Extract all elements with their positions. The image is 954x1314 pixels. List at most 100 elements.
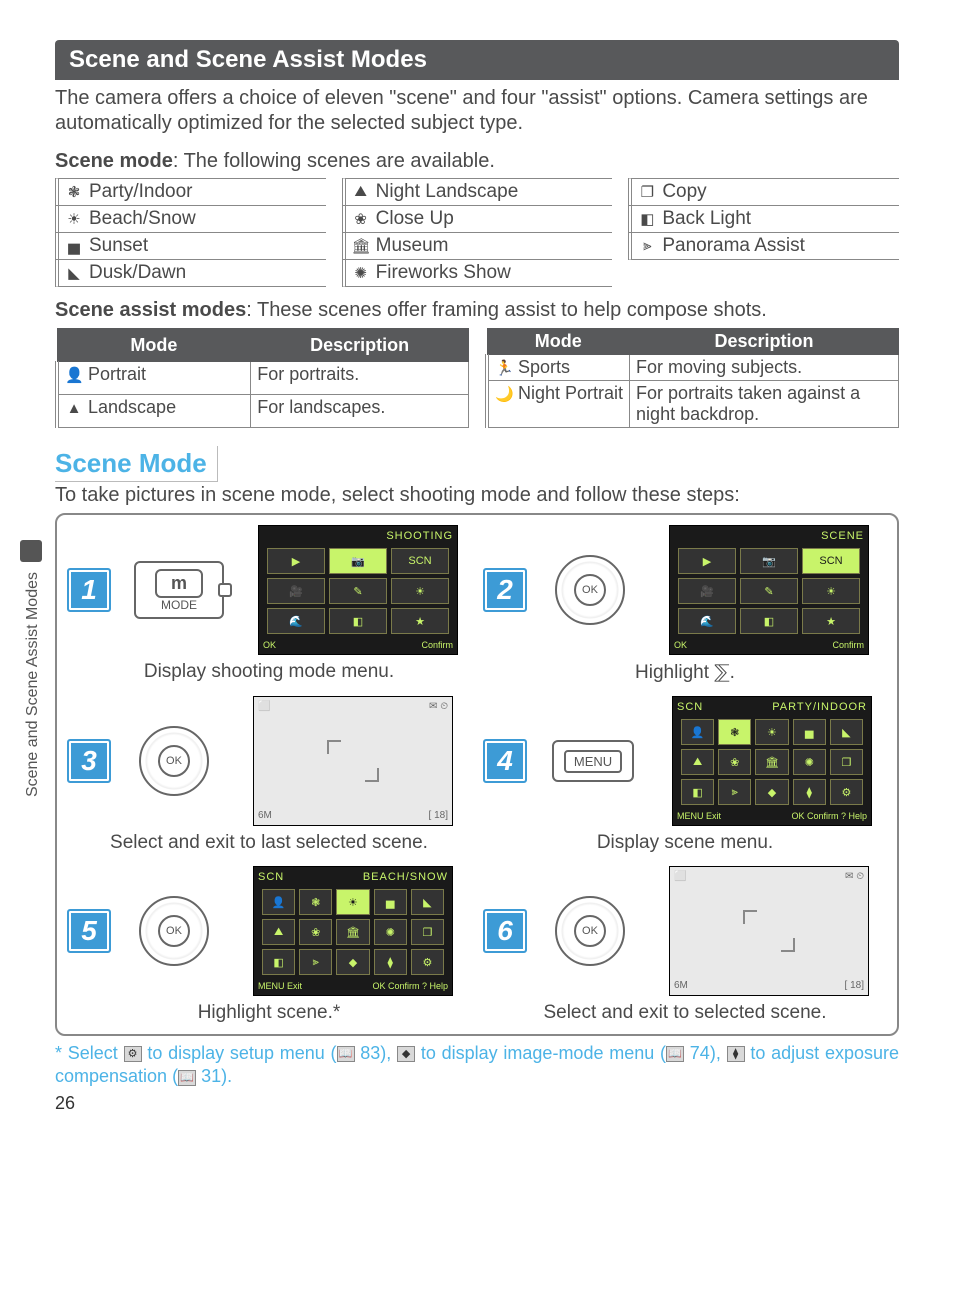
screen-mode-icon: ◧ [329, 608, 387, 634]
scene-icon: ⛰ [352, 183, 370, 201]
scene-icon: ◣ [65, 264, 83, 282]
scene-cell: ▅Sunset [55, 232, 326, 260]
screen-foot-left: 6M [258, 810, 272, 821]
ok-dial-illustration: OK [555, 896, 625, 966]
camera-screen: SCENE ▶📷SCN🎥✎☀🌊◧★ OKConfirm [669, 525, 869, 655]
camera-screen: SCNBEACH/SNOW 👤❃☀▅◣⛰❀🏛✺❐◧⫸◆⧫⚙ MENU ExitO… [253, 866, 453, 996]
step-caption: Display shooting mode menu. [144, 661, 394, 683]
th-desc: Description [251, 329, 469, 362]
screen-scene-icon: ◆ [336, 949, 369, 975]
screen-title: SHOOTING [263, 530, 453, 542]
scene-label: Sunset [89, 235, 148, 257]
screen-scene-icon: ⫸ [718, 779, 751, 805]
screen-scene-icon: 👤 [262, 889, 295, 915]
assist-tables: ModeDescription 👤 PortraitFor portraits.… [55, 328, 899, 428]
screen-scene-icon: ❀ [299, 919, 332, 945]
scene-label: Museum [376, 235, 449, 257]
screen-foot-left: MENU Exit [677, 811, 721, 821]
screen-title: SCENE [674, 530, 864, 542]
page-ref-icon: 📖 [666, 1046, 684, 1062]
table-row: ▲ LandscapeFor landscapes. [57, 395, 469, 428]
screen-scene-icon: ❀ [718, 749, 751, 775]
step: 3 OK ⬜✉ ⏲ 6M[ 18] Select and exit to las… [67, 696, 471, 854]
step-number: 1 [67, 568, 111, 612]
fnp1: 83), [355, 1043, 398, 1063]
screen-scene-icon: ⛰ [262, 919, 295, 945]
step-number: 6 [483, 909, 527, 953]
side-tab-icon [20, 540, 42, 562]
desc-cell: For landscapes. [251, 395, 469, 428]
screen-scene-icon: ⧫ [793, 779, 826, 805]
image-mode-icon: ◆ [397, 1046, 415, 1062]
fnp3: 31). [196, 1066, 232, 1086]
screen-mode-icon: ✎ [329, 578, 387, 604]
mode-icon: 🏃 [495, 359, 513, 377]
screen-mode-icon: SCN [391, 548, 449, 574]
scene-icon: ❃ [65, 183, 83, 201]
screen-title: PARTY/INDOOR [772, 701, 867, 713]
screen-scene-icon: ⛰ [681, 749, 714, 775]
scene-cell: ❐ Copy [628, 178, 899, 206]
screen-scene-icon: ◧ [681, 779, 714, 805]
scene-cell: ❀ Close Up [342, 205, 613, 233]
step-caption: Highlight ⅀. [635, 661, 735, 684]
screen-scene-icon: ▅ [374, 889, 407, 915]
mode-button-illustration: m MODE [134, 561, 224, 619]
scene-mode-table: ❃Party/Indoor⛰Night Landscape❐Copy☀Beach… [55, 179, 899, 287]
scene-mode-rest: : The following scenes are available. [173, 150, 495, 172]
scene-label: Fireworks Show [376, 262, 511, 284]
screen-scene-icon: ❐ [411, 919, 444, 945]
camera-screen: SHOOTING ▶📷SCN🎥✎☀🌊◧★ OKConfirm [258, 525, 458, 655]
steps-container: 1 m MODE SHOOTING ▶📷SCN🎥✎☀🌊◧★ OKConfirm … [55, 513, 899, 1036]
scene-cell: ◣ Dusk/Dawn [55, 259, 326, 287]
desc-cell: For portraits. [251, 362, 469, 395]
side-tab-label: Scene and Scene Assist Modes [24, 572, 42, 797]
step: 5 OK SCNBEACH/SNOW 👤❃☀▅◣⛰❀🏛✺❐◧⫸◆⧫⚙ MENU … [67, 866, 471, 1024]
scene-label: Panorama Assist [662, 235, 805, 257]
screen-mode-icon: ▶ [267, 548, 325, 574]
screen-scene-icon: ▅ [793, 719, 826, 745]
section-banner: Scene and Scene Assist Modes [55, 40, 899, 80]
scene-mode-heading: Scene Mode [55, 446, 218, 482]
scene-label: Dusk/Dawn [89, 262, 186, 284]
ok-dial-illustration: OK [555, 555, 625, 625]
mode-cell: 🏃 Sports [487, 355, 630, 381]
assist-subhead: Scene assist modes: These scenes offer f… [55, 299, 899, 322]
ok-dial-illustration: OK [139, 896, 209, 966]
screen-foot-right: Confirm [832, 640, 864, 650]
scene-cell: ✺ Fireworks Show [342, 259, 613, 287]
assist-bold: Scene assist modes [55, 299, 246, 321]
exp-comp-icon: ⧫ [727, 1046, 745, 1062]
th-mode: Mode [487, 329, 630, 355]
step-caption: Display scene menu. [597, 832, 773, 854]
screen-scene-icon: 🏛 [336, 919, 369, 945]
camera-screen: ⬜✉ ⏲ 6M[ 18] [253, 696, 453, 826]
screen-scene-icon: ☀ [336, 889, 369, 915]
screen-mode-icon: ▶ [678, 548, 736, 574]
screen-mode-icon: SCN [802, 548, 860, 574]
th-mode: Mode [57, 329, 251, 362]
scene-label: Party/Indoor [89, 181, 193, 203]
scene-label: Close Up [376, 208, 454, 230]
scene-icon: ⫸ [638, 237, 656, 255]
screen-scene-icon: ⧫ [374, 949, 407, 975]
scene-cell: ⛰Night Landscape [342, 178, 613, 206]
screen-mode-icon: ◧ [740, 608, 798, 634]
scene-icon: ✺ [352, 264, 370, 282]
scene-cell: 🏛Museum [342, 232, 613, 260]
scene-cell: ⫸ Panorama Assist [628, 232, 899, 260]
screen-foot-right: OK Confirm ? Help [372, 981, 448, 991]
scene-mode-bold: Scene mode [55, 150, 173, 172]
screen-scene-icon: ⫸ [299, 949, 332, 975]
table-row: 👤 PortraitFor portraits. [57, 362, 469, 395]
scene-label: Copy [662, 181, 706, 203]
step: 6 OK ⬜✉ ⏲ 6M[ 18] Select and exit to sel… [483, 866, 887, 1024]
screen-mode-icon: ✎ [740, 578, 798, 604]
screen-mode-icon: ★ [802, 608, 860, 634]
step-number: 2 [483, 568, 527, 612]
table-row: 🏃 SportsFor moving subjects. [487, 355, 899, 381]
scene-icon: ❐ [638, 183, 656, 201]
scene-cell: ◧Back Light [628, 205, 899, 233]
table-row: 🌙 Night PortraitFor portraits taken agai… [487, 381, 899, 428]
scene-icon: ❀ [352, 210, 370, 228]
